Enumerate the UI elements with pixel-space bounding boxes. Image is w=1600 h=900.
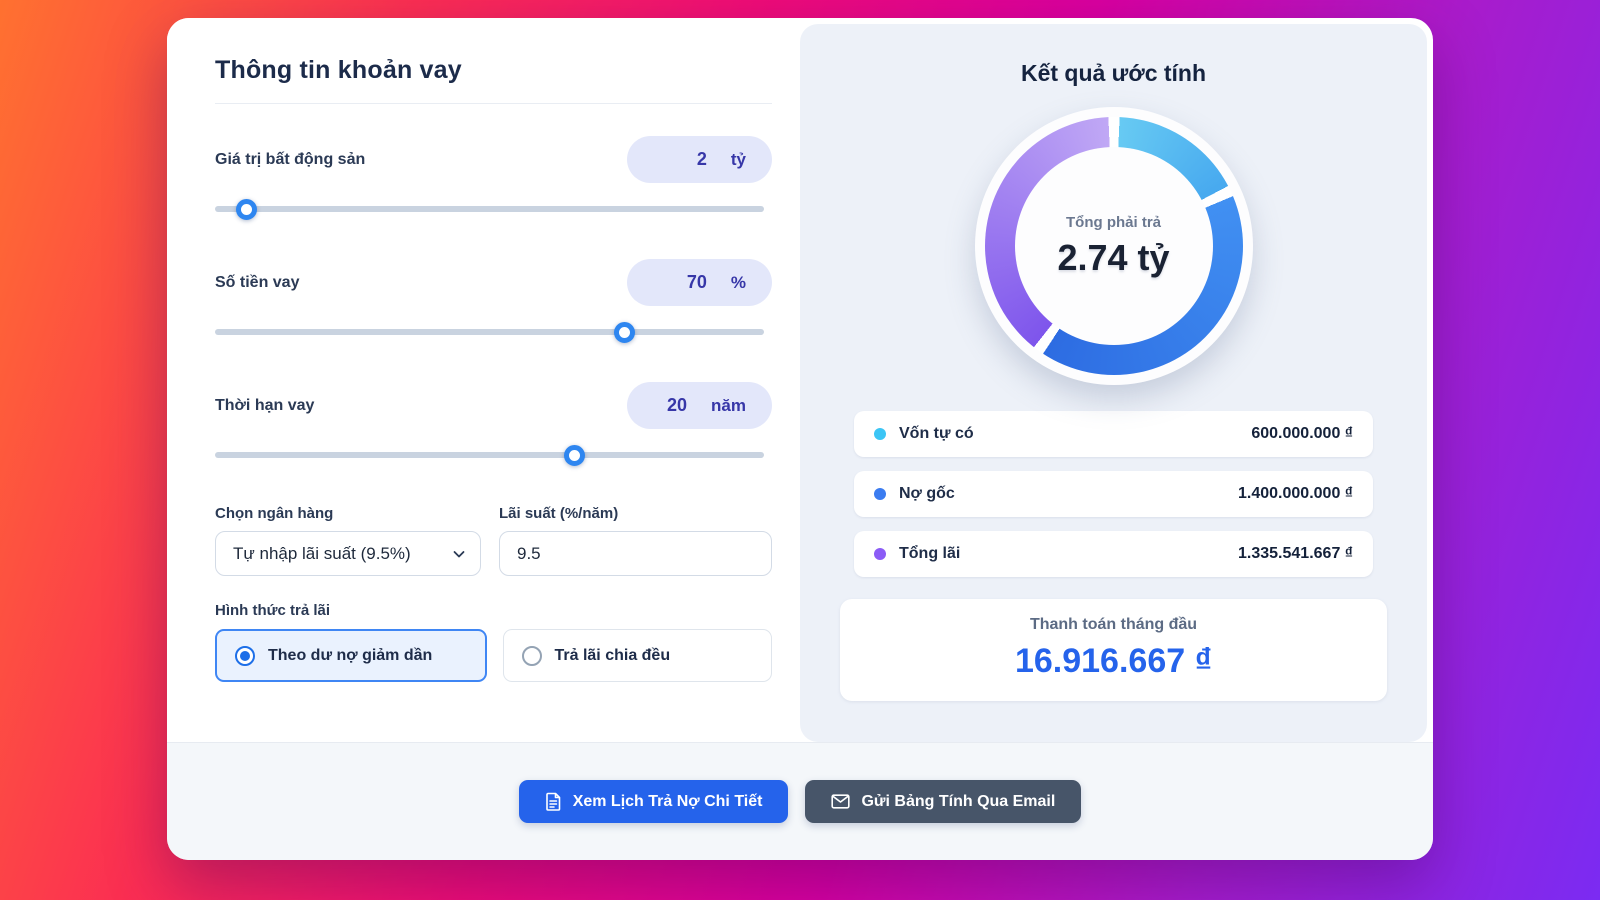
- legend-label: Tổng lãi: [899, 545, 961, 562]
- view-payment-schedule-label: Xem Lịch Trả Nợ Chi Tiết: [572, 792, 763, 810]
- loan-amount-slider[interactable]: [215, 322, 772, 343]
- slider-thumb[interactable]: [614, 322, 636, 343]
- actions-footer: Xem Lịch Trả Nợ Chi Tiết Gửi Bảng Tính Q…: [167, 742, 1433, 860]
- interest-rate-label: Lãi suất (%/năm): [499, 505, 619, 522]
- loan-term-number: 20: [667, 395, 688, 415]
- radio-selected-icon: [235, 645, 255, 666]
- donut-center-label: Tổng phải trả: [1066, 213, 1161, 231]
- view-payment-schedule-button[interactable]: Xem Lịch Trả Nợ Chi Tiết: [518, 780, 789, 823]
- legend-value: 1.335.541.667 ₫: [1238, 545, 1353, 562]
- legend-row-principal: Nợ gốc 1.400.000.000 ₫: [854, 471, 1373, 517]
- legend-value: 1.400.000.000 ₫: [1238, 485, 1353, 502]
- method-option-equal-interest[interactable]: Trả lãi chia đều: [502, 629, 772, 682]
- property-value-badge: 2 tỷ: [627, 136, 772, 183]
- legend-label: Vốn tự có: [899, 425, 974, 442]
- legend-value: 600.000.000 ₫: [1251, 425, 1353, 442]
- loan-info-panel: Thông tin khoản vay Giá trị bất động sản…: [167, 18, 800, 742]
- slider-track[interactable]: [215, 452, 764, 458]
- donut-center-value: 2.74 tỷ: [1057, 236, 1170, 278]
- first-month-payment-value: 16.916.667 ₫: [1014, 642, 1213, 680]
- payment-breakdown-donut-chart: Tổng phải trả 2.74 tỷ: [974, 107, 1253, 385]
- blue-dot-icon: [874, 488, 886, 500]
- first-month-payment-label: Thanh toán tháng đầu: [1029, 616, 1198, 633]
- slider-thumb[interactable]: [236, 199, 258, 220]
- envelope-icon: [831, 794, 851, 809]
- bank-select-label: Chọn ngân hàng: [215, 505, 334, 522]
- send-email-button[interactable]: Gửi Bảng Tính Qua Email: [805, 780, 1082, 823]
- purple-dot-icon: [874, 548, 886, 560]
- send-email-label: Gửi Bảng Tính Qua Email: [861, 792, 1056, 810]
- radio-unselected-icon: [521, 645, 542, 666]
- loan-amount-unit: %: [730, 272, 746, 292]
- loan-info-title: Thông tin khoản vay: [215, 56, 772, 104]
- property-value-label: Giá trị bất động sản: [215, 150, 366, 168]
- legend-row-own-capital: Vốn tự có 600.000.000 ₫: [854, 411, 1373, 457]
- legend-label: Nợ gốc: [899, 485, 955, 502]
- loan-amount-badge: 70 %: [627, 259, 772, 306]
- donut-legend: Vốn tự có 600.000.000 ₫ Nợ gốc 1.400.000…: [840, 411, 1387, 591]
- document-icon: [545, 792, 560, 811]
- slider-track[interactable]: [215, 329, 764, 335]
- interest-method-label: Hình thức trả lãi: [215, 602, 331, 619]
- loan-term-badge: 20 năm: [627, 382, 772, 429]
- loan-amount-label: Số tiền vay: [215, 273, 300, 291]
- loan-term-slider[interactable]: [215, 445, 772, 466]
- slider-thumb[interactable]: [564, 445, 586, 466]
- slider-track[interactable]: [215, 206, 764, 212]
- loan-amount-number: 70: [686, 272, 707, 292]
- method-option-label: Trả lãi chia đều: [554, 646, 671, 664]
- loan-term-label: Thời hạn vay: [215, 396, 315, 414]
- property-value-number: 2: [696, 149, 707, 169]
- bank-select-value: Tự nhập lãi suất (9.5%): [233, 543, 411, 563]
- loan-term-unit: năm: [711, 395, 746, 415]
- property-value-slider[interactable]: [215, 199, 772, 220]
- cyan-dot-icon: [874, 428, 886, 440]
- results-panel: Kết quả ước tính Tổng phải trả 2.74 tỷ: [800, 24, 1427, 742]
- loan-calculator-card: Thông tin khoản vay Giá trị bất động sản…: [167, 18, 1433, 860]
- property-value-unit: tỷ: [730, 149, 746, 169]
- method-option-label: Theo dư nợ giảm dần: [268, 646, 433, 664]
- results-title: Kết quả ước tính: [1020, 60, 1207, 86]
- chevron-down-icon: [453, 550, 465, 557]
- first-month-payment-card: Thanh toán tháng đầu 16.916.667 ₫: [840, 599, 1387, 701]
- legend-row-total-interest: Tổng lãi 1.335.541.667 ₫: [854, 531, 1373, 577]
- bank-select[interactable]: Tự nhập lãi suất (9.5%): [215, 531, 481, 576]
- interest-rate-input[interactable]: [499, 531, 772, 576]
- method-option-decreasing-balance[interactable]: Theo dư nợ giảm dần: [215, 629, 487, 682]
- donut-hole: [1014, 147, 1213, 345]
